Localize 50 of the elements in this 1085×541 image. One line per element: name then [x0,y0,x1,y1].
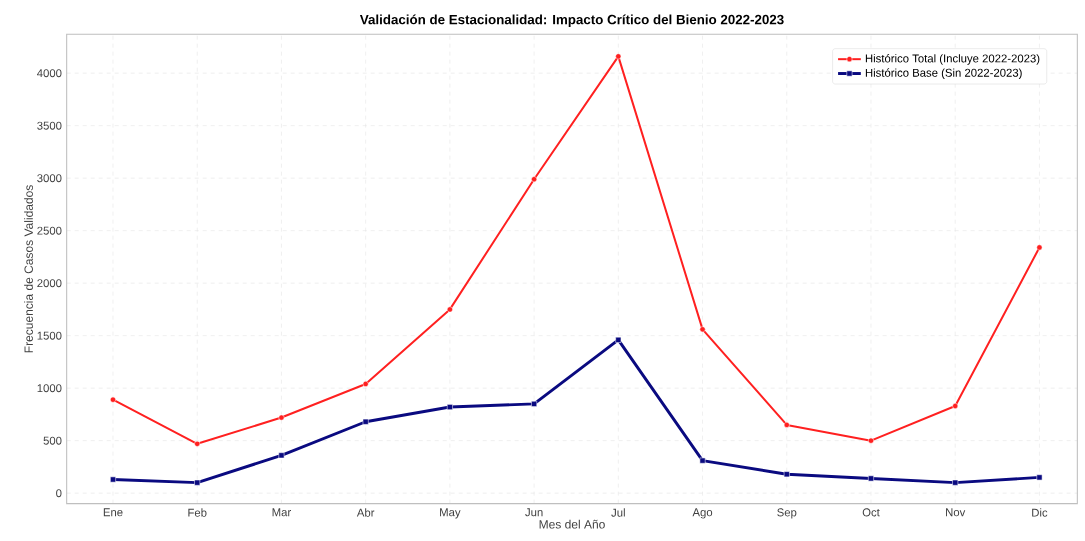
point [194,440,201,447]
x-tick-label: Sep [777,508,797,519]
y-tick-label: 2500 [37,226,62,235]
x-tick-label: May [440,508,461,519]
y-axis-title: Frecuencia de Casos Validados [24,185,33,353]
x-tick-label: Dic [1032,508,1048,517]
point [110,396,116,403]
x-tick-label: Mar [272,508,291,517]
point [868,475,874,482]
chart-title: Validación de Estacionalidad: Impacto Crítico del Bienio 2022-2023 [359,14,784,27]
point [699,457,706,464]
point [783,421,790,428]
point [362,418,369,425]
x-tick-label: Feb [188,508,207,517]
x-tick-label: Nov [946,508,966,517]
x-tick-label: Jul [611,508,625,517]
point [952,403,959,409]
point [868,437,874,444]
point [952,479,959,486]
point [362,381,369,387]
point [615,53,622,60]
point [194,479,201,486]
legend-label: Histórico Total (Incluye 2022-2023) [865,54,1040,65]
y-tick-label: 3500 [37,121,62,130]
x-tick-label: Ago [692,508,713,519]
point [1036,474,1043,481]
point [446,306,453,313]
point [446,404,453,410]
y-tick-label: 4000 [37,69,62,78]
x-axis-title: Mes del Año [539,519,605,529]
legend-label: Histórico Base (Sin 2022-2023) [865,68,1022,80]
y-tick-label: 3000 [37,174,62,183]
point [531,400,538,407]
x-tick-label: Oct [862,508,880,517]
y-tick-label: 1000 [37,384,62,393]
point [783,471,790,478]
y-tick-label: 0 [56,489,62,498]
x-tick-label: Jun [525,508,543,517]
point [531,176,538,183]
y-tick-label: 2000 [37,279,62,288]
x-tick-label: Ene [103,508,123,517]
x-tick-label: Abr [356,508,375,517]
point [615,336,622,343]
point [278,414,285,421]
point [1036,244,1043,251]
point [699,326,706,333]
point [110,476,116,483]
y-tick-label: 500 [43,436,62,445]
y-tick-label: 1500 [37,331,62,340]
point [278,452,285,459]
